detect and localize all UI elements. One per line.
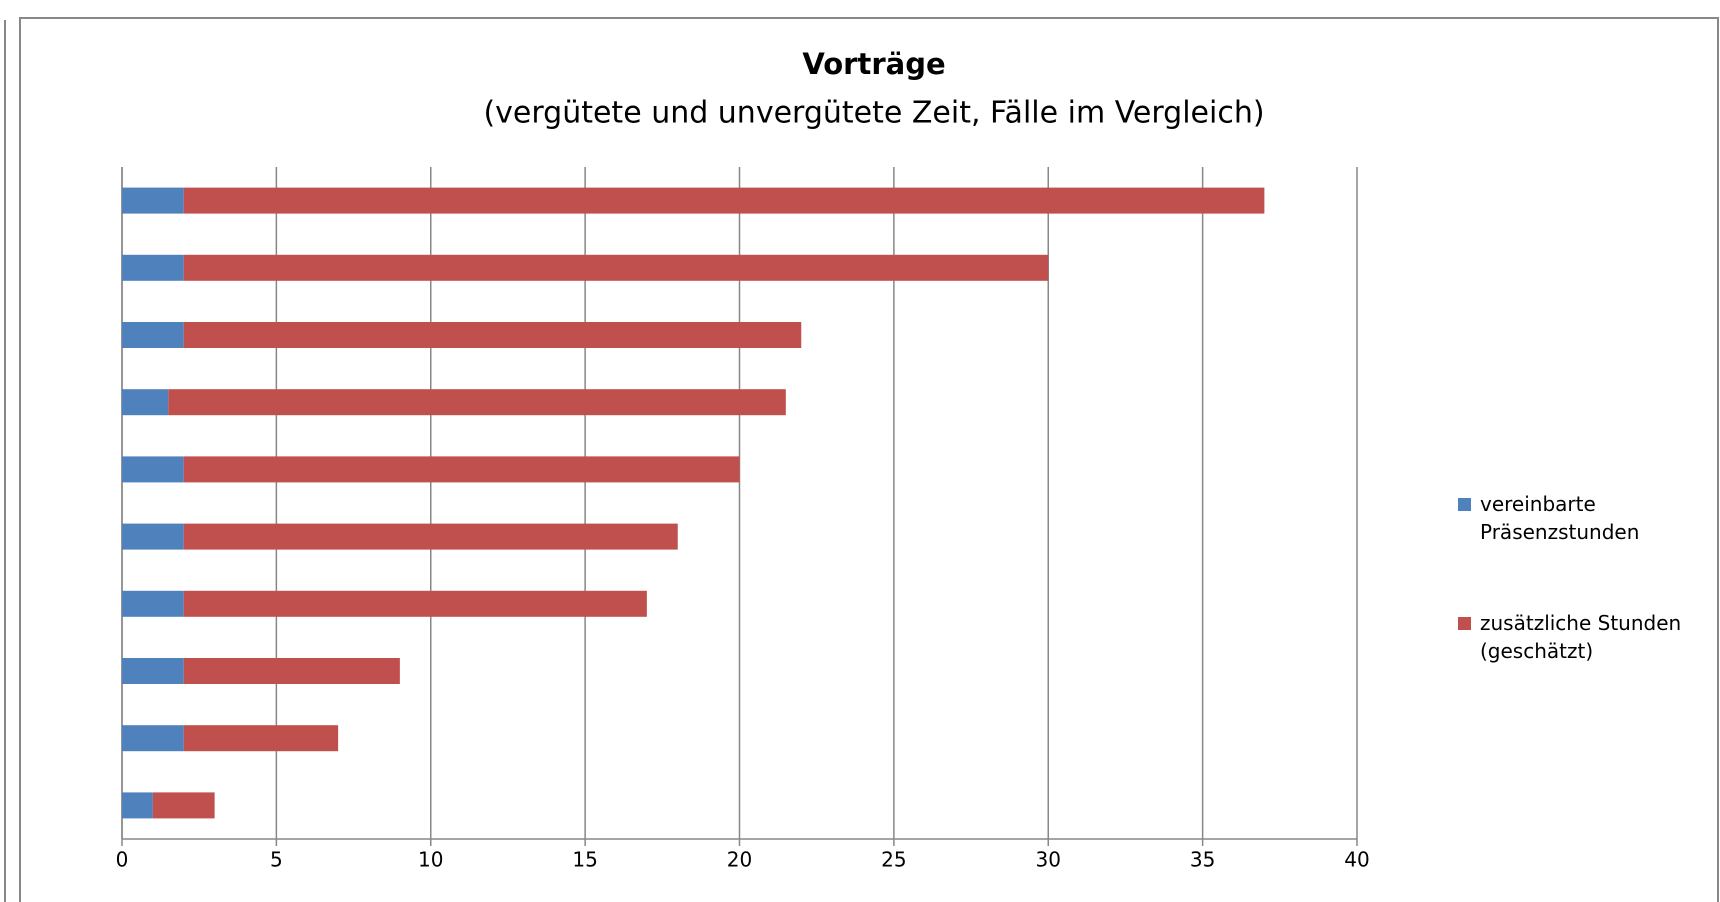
bar-segment: [122, 187, 184, 214]
x-tick-label: 5: [270, 848, 283, 872]
x-tick-label: 20: [727, 848, 752, 872]
x-tick-label: 40: [1344, 848, 1369, 872]
bar-segment: [122, 254, 184, 281]
legend-label: zusätzliche Stunden (geschätzt): [1480, 611, 1682, 663]
chart-title: Vorträge: [802, 47, 945, 81]
bar-segment: [183, 322, 802, 348]
bar-segment: [183, 187, 1265, 214]
x-tick-label: 25: [881, 848, 906, 872]
chart-border: [19, 17, 1719, 902]
chart-subtitle: (vergütete und unvergütete Zeit, Fälle i…: [483, 96, 1264, 131]
legend-swatch: [1458, 617, 1471, 630]
bar-segment: [183, 456, 740, 483]
bar-segment: [152, 792, 215, 819]
bar-segment: [122, 322, 184, 348]
x-tick-label: 15: [572, 848, 597, 872]
bar-segment: [183, 658, 400, 684]
x-tick-label: 10: [418, 848, 443, 872]
bar-segment: [122, 389, 169, 416]
bar-segment: [183, 725, 339, 752]
bar-segment: [122, 590, 184, 617]
bar-segment: [183, 254, 1049, 281]
bar-segment: [122, 658, 184, 684]
legend-label: vereinbarte Präsenzstunden: [1480, 492, 1640, 544]
bar-segment: [122, 725, 184, 752]
bar-segment: [168, 389, 786, 416]
legend-entry: zusätzliche Stunden (geschätzt): [1458, 609, 1720, 665]
bar-segment: [183, 590, 647, 617]
x-tick-label: 35: [1190, 848, 1215, 872]
bar-segment: [183, 523, 678, 550]
bar-segment: [122, 792, 153, 819]
legend-swatch: [1458, 498, 1471, 511]
bar-segment: [122, 523, 184, 550]
legend-entry: vereinbarte Präsenzstunden: [1458, 490, 1720, 546]
x-tick-label: 0: [116, 848, 129, 872]
bar-segment: [122, 456, 184, 483]
x-tick-label: 30: [1036, 848, 1061, 872]
